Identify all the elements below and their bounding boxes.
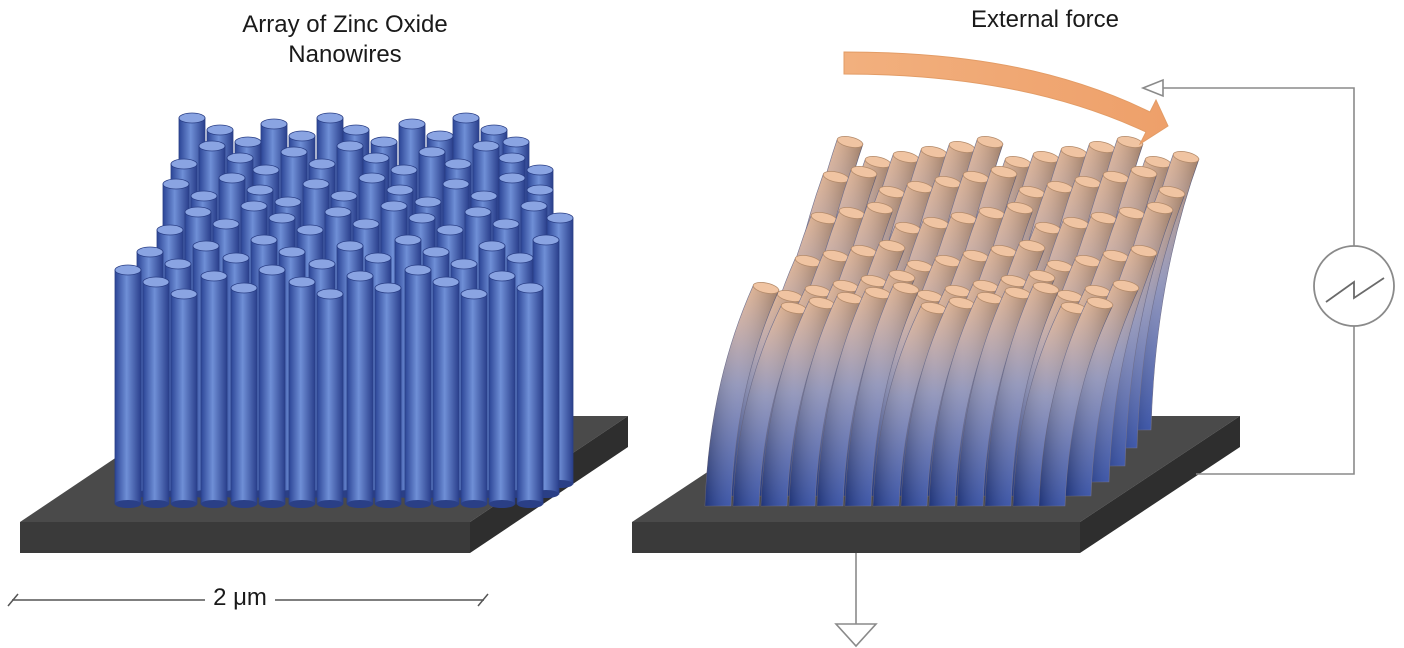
nanowire [200, 270, 228, 508]
nanowire [114, 264, 142, 508]
bent-nanowire [704, 282, 780, 507]
ac-source-icon [1313, 245, 1395, 327]
nanowire [432, 276, 460, 508]
bent-nanowire-array [704, 136, 1200, 507]
nanowire [404, 264, 432, 508]
left-title-line1: Array of Zinc Oxide [242, 11, 448, 38]
external-force-label: External force [970, 6, 1120, 33]
external-force-arrow [843, 51, 1169, 146]
nanowire [346, 270, 374, 508]
bent-nanowire [1038, 297, 1114, 507]
nanowire [316, 288, 344, 508]
left-nanowire-array [114, 112, 574, 508]
nanowire [488, 270, 516, 508]
circuit-wiring [855, 87, 1355, 624]
left-panel-title: Array of Zinc Oxide Nanowires [200, 10, 490, 70]
scale-bar-label: 2 μm [205, 583, 275, 613]
bent-nanowire [816, 287, 892, 507]
nanowire [230, 282, 258, 508]
bent-nanowire [872, 302, 948, 507]
bent-nanowire [984, 282, 1060, 507]
nanowire [142, 276, 170, 508]
nanowire [460, 288, 488, 508]
nanowire [516, 282, 544, 508]
bent-nanowire [844, 282, 920, 507]
nanowire [288, 276, 316, 508]
nanowire [374, 282, 402, 508]
circuit-arrowhead [1140, 78, 1164, 98]
nanowire [170, 288, 198, 508]
nanowire [258, 264, 286, 508]
left-title-line2: Nanowires [288, 41, 402, 68]
ground-icon [834, 623, 878, 648]
